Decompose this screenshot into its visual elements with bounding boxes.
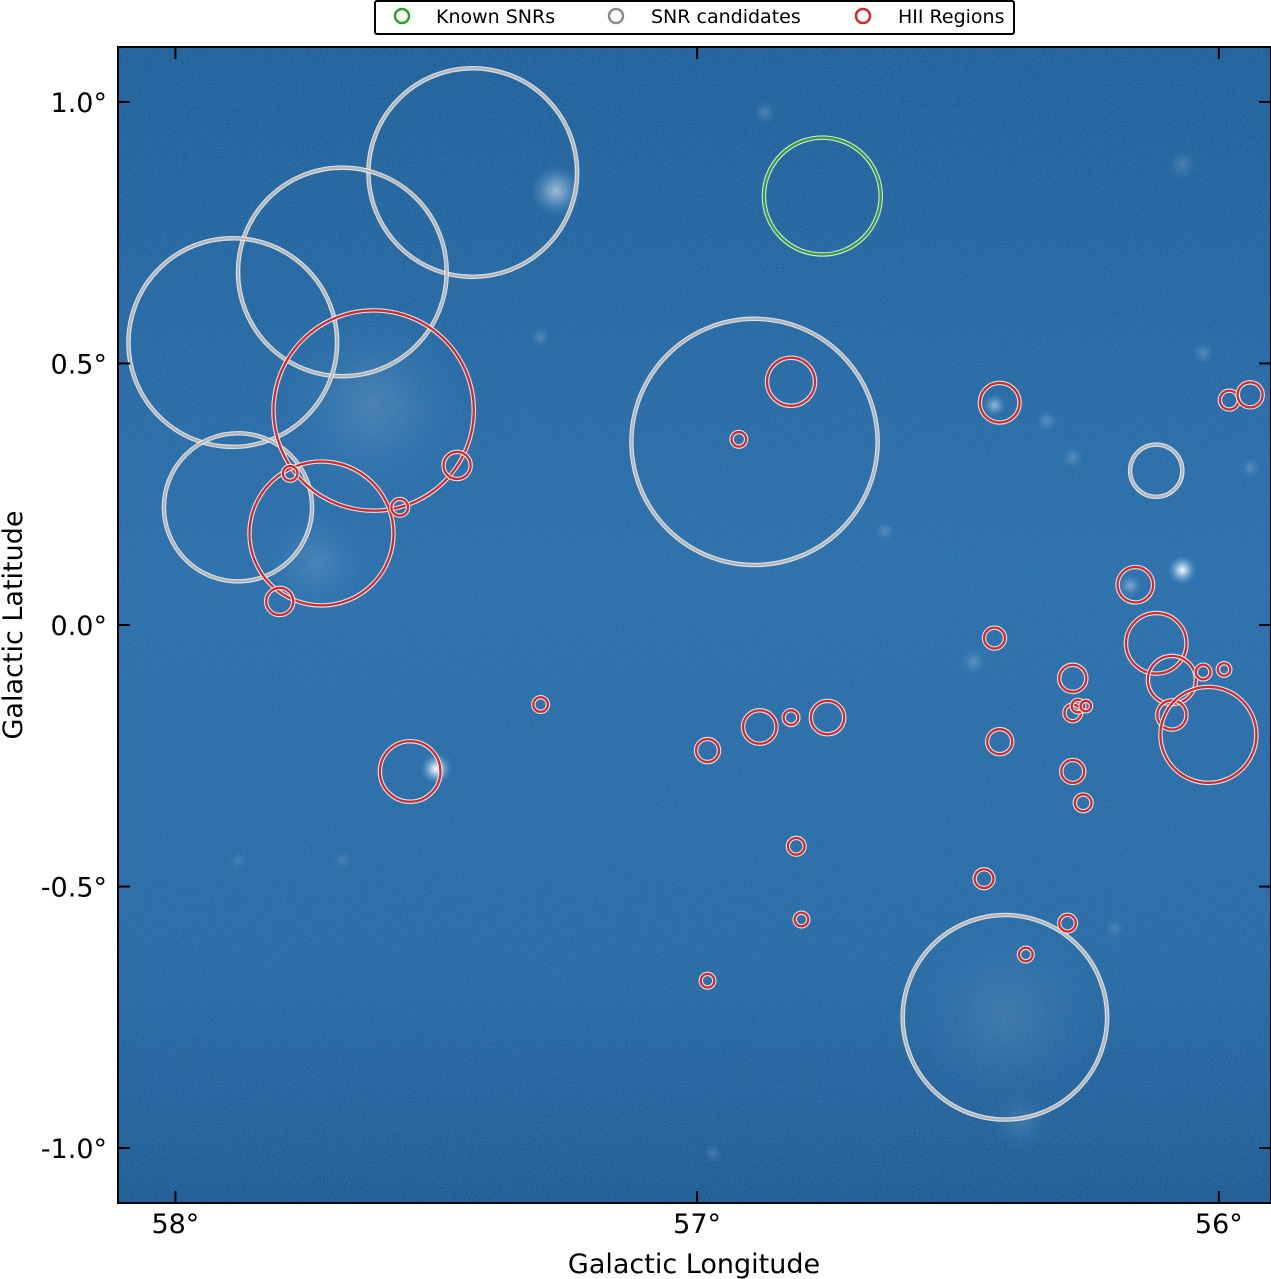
emission-blob-3 [983,393,1006,417]
emission-blob-19 [227,849,249,871]
hii-region-marker-2 [263,585,296,618]
snr-candidate-marker-5 [900,912,1110,1122]
emission-blob-10 [1035,409,1059,433]
y-tick-label-3: -0.5° [41,873,107,904]
hii-region-marker-12 [781,708,801,728]
hii-region-marker-24 [1069,697,1087,715]
hii-region-marker-15 [792,910,811,929]
hii-region-marker-17 [977,380,1022,425]
hii-region-marker-7 [729,429,749,449]
hii-region-marker-35 [1215,660,1233,678]
map-noise [118,47,1271,1203]
hii-region-marker-21 [1016,945,1035,964]
x-axis-label: Galactic Longitude [568,1249,820,1279]
y-tick-label-2: 0.0° [51,611,107,642]
hii-region-marker-28 [1056,912,1079,934]
plot-area [118,47,1271,1203]
emission-blob-6 [264,510,369,615]
snr-candidate-marker-4 [629,316,880,568]
hii-region-marker-14 [785,835,807,857]
emission-blob-21 [989,1090,1052,1154]
hii-region-marker-27 [1072,792,1094,814]
emission-blob-7 [911,923,1099,1112]
emission-blob-16 [530,326,552,348]
emission-blob-20 [331,849,353,871]
x-tick-label-0: 58° [151,1209,199,1240]
hii-region-marker-8 [377,738,443,804]
hii-region-marker-4 [389,496,411,518]
snr-candidate-marker-3 [161,430,315,584]
emission-blob-8 [960,648,987,675]
legend-box [374,0,1015,35]
hii-region-marker-20 [972,867,996,891]
emission-blob-5 [279,311,468,500]
emission-blob-17 [702,1142,724,1164]
legend-known-snr-marker [393,7,411,25]
hii-region-marker-0 [271,308,477,513]
y-tick-label-1: 0.5° [51,349,107,380]
hii-region-marker-5 [441,449,473,482]
emission-blob-13 [1238,456,1262,480]
legend-snr-candidate-label: SNR candidates [651,6,801,28]
hii-region-marker-13 [808,698,847,737]
emission-blob-9 [874,520,896,542]
y-tick-label-0: 1.0° [51,88,107,119]
hii-region-marker-9 [531,694,551,715]
hii-region-marker-37 [1235,380,1265,410]
emission-blob-1 [1167,555,1197,585]
emission-blob-0 [420,753,452,785]
hii-region-marker-34 [1193,662,1213,682]
hii-region-marker-6 [764,355,818,409]
legend-hii-region-label: HII Regions [898,6,1004,28]
hii-region-marker-26 [1059,757,1087,786]
emission-blob-4 [1118,574,1142,598]
emission-blobs [227,100,1262,1164]
emission-blob-15 [753,100,777,124]
x-tick-label-2: 56° [1195,1209,1243,1240]
known-snr-marker-0 [761,135,884,257]
hii-region-marker-16 [698,971,717,990]
hii-region-marker-10 [740,708,779,746]
x-tick-label-1: 57° [673,1209,721,1240]
y-axis-label: Galactic Latitude [0,511,29,740]
hii-region-marker-29 [1115,564,1156,605]
emission-blob-14 [1166,149,1198,181]
region-markers [126,65,1265,1122]
hii-region-marker-3 [280,463,300,483]
hii-region-marker-1 [247,459,396,608]
legend-snr-candidate-marker [607,7,625,25]
emission-blob-11 [1061,446,1085,470]
axis-ticks: 58° 57° 56° 1.0° 0.5° 0.0° -0.5° -1.0° [41,47,1271,1240]
legend-hii-region-marker [854,7,872,25]
snr-candidate-marker-2 [126,235,340,450]
hii-region-marker-25 [1078,698,1094,714]
hii-region-marker-22 [1056,662,1089,695]
legend: Known SNRs SNR candidates HII Regions [374,0,1015,35]
hii-region-marker-11 [693,736,722,765]
snr-candidate-marker-1 [235,165,449,379]
emission-blob-2 [530,164,583,217]
emission-blob-12 [1191,341,1215,365]
hii-region-marker-19 [984,726,1015,757]
y-tick-label-4: -1.0° [41,1134,107,1165]
emission-blob-18 [1104,917,1125,939]
hii-region-marker-18 [981,625,1008,651]
snr-candidate-marker-6 [1127,442,1185,500]
legend-known-snr-label: Known SNRs [436,6,555,28]
hii-region-marker-30 [1123,610,1189,676]
hii-region-marker-33 [1158,684,1259,786]
